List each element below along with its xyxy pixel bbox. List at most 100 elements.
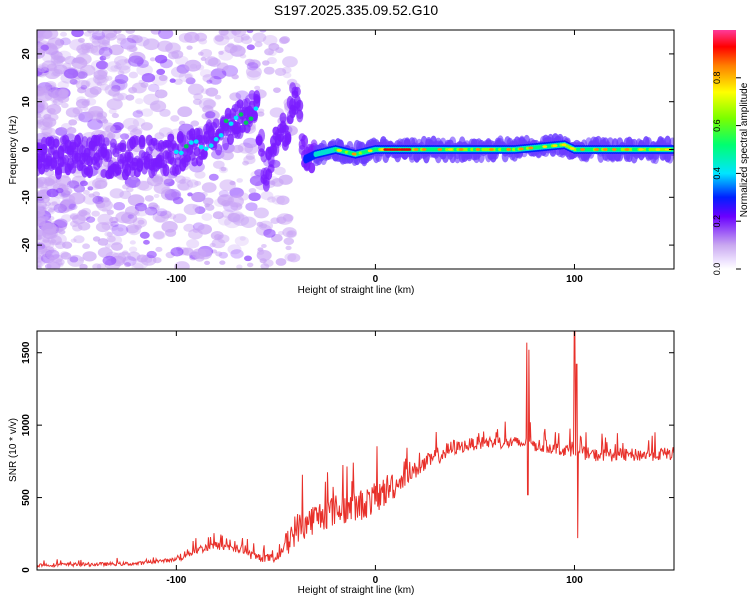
colorbar-gradient bbox=[713, 30, 736, 269]
heatmap-speckle bbox=[246, 70, 261, 81]
heatmap-speckle bbox=[256, 221, 264, 227]
heatmap-speckle bbox=[119, 190, 132, 200]
heatmap-speckle bbox=[136, 109, 143, 114]
heatmap-blob bbox=[178, 150, 184, 156]
heatmap-speckle bbox=[38, 121, 45, 126]
heatmap-band bbox=[267, 164, 275, 174]
heatmap-peak bbox=[413, 148, 419, 151]
heatmap-speckle bbox=[186, 179, 199, 188]
heatmap-speckle bbox=[221, 209, 234, 219]
heatmap-peak bbox=[506, 148, 512, 151]
heatmap-speckle bbox=[69, 78, 78, 85]
heatmap-blob bbox=[233, 115, 239, 120]
heatmap-speckle bbox=[187, 83, 205, 96]
heatmap-speckle bbox=[111, 112, 119, 119]
heatmap-speckle bbox=[37, 247, 45, 256]
heatmap-speckle bbox=[99, 83, 110, 91]
heatmap-speckle bbox=[246, 30, 254, 34]
heatmap-speckle bbox=[60, 252, 72, 260]
heatmap-peak bbox=[447, 148, 453, 151]
heatmap-speckle bbox=[186, 45, 193, 50]
heatmap-speckle bbox=[215, 251, 223, 257]
heatmap-speckle bbox=[128, 246, 138, 253]
heatmap-speckle bbox=[37, 120, 43, 125]
heatmap-peak bbox=[489, 148, 494, 151]
heatmap-peak bbox=[337, 149, 342, 152]
heatmap-speckle bbox=[273, 87, 281, 93]
heatmap-speckle bbox=[132, 110, 144, 118]
heatmap-speckle bbox=[213, 33, 230, 46]
heatmap-speckle bbox=[229, 92, 242, 101]
heatmap-peak bbox=[655, 148, 661, 151]
heatmap-speckle bbox=[214, 35, 224, 42]
heatmap-core-green bbox=[433, 147, 438, 152]
heatmap-speckle bbox=[185, 77, 196, 85]
heatmap-band bbox=[119, 139, 127, 151]
heatmap-speckle bbox=[128, 45, 138, 53]
heatmap-speckle bbox=[154, 54, 168, 64]
heatmap-speckle bbox=[187, 192, 193, 197]
heatmap-speckle bbox=[111, 242, 123, 251]
heatmap-core-green bbox=[453, 147, 458, 152]
heatmap-speckle bbox=[105, 32, 117, 41]
heatmap-band bbox=[54, 166, 62, 180]
heatmap-band bbox=[200, 149, 208, 160]
heatmap-speckle bbox=[194, 180, 202, 186]
heatmap-speckle bbox=[110, 65, 119, 72]
heatmap-blob bbox=[183, 144, 189, 149]
heatmap-band bbox=[226, 133, 234, 145]
heatmap-speckle bbox=[143, 93, 160, 106]
heatmap-speckle bbox=[170, 115, 180, 122]
heatmap-speckle bbox=[263, 66, 275, 75]
heatmap-speckle bbox=[97, 247, 113, 258]
heatmap-core-green bbox=[620, 147, 625, 152]
heatmap-speckle bbox=[79, 180, 88, 187]
heatmap-core-green bbox=[417, 147, 422, 152]
heatmap-speckle bbox=[45, 249, 60, 261]
heatmap-core-green bbox=[659, 147, 664, 152]
heatmap-speckle bbox=[127, 214, 135, 219]
heatmap-speckle bbox=[43, 246, 55, 255]
spectrogram-y-ticks: -20 -10 0 10 20 bbox=[21, 48, 674, 252]
heatmap-band bbox=[301, 134, 309, 148]
heatmap-speckle bbox=[111, 224, 129, 237]
heatmap-speckle bbox=[104, 125, 116, 133]
heatmap-speckle bbox=[37, 265, 42, 269]
heatmap-speckle bbox=[209, 75, 222, 85]
heatmap-speckle bbox=[177, 106, 193, 118]
heatmap-band bbox=[138, 134, 146, 148]
heatmap-speckle bbox=[140, 122, 153, 131]
heatmap-core-green bbox=[642, 147, 647, 152]
heatmap-speckle bbox=[285, 245, 292, 251]
heatmap-speckle bbox=[214, 198, 227, 207]
heatmap-speckle bbox=[274, 166, 286, 176]
heatmap-speckle bbox=[237, 192, 249, 201]
colorbar-tick-label: 0.0 bbox=[712, 263, 722, 276]
heatmap-speckle bbox=[146, 250, 157, 259]
heatmap-speckle bbox=[48, 48, 60, 57]
heatmap-speckle bbox=[68, 119, 78, 126]
heatmap-speckle bbox=[51, 71, 58, 77]
heatmap-speckle bbox=[89, 32, 105, 44]
heatmap-speckle bbox=[37, 30, 44, 38]
heatmap-speckle bbox=[92, 263, 102, 269]
heatmap-speckle bbox=[211, 238, 226, 249]
heatmap-core-green bbox=[587, 147, 592, 152]
heatmap-core-green bbox=[645, 147, 650, 152]
heatmap-core-green bbox=[503, 147, 508, 152]
heatmap-speckle bbox=[121, 250, 129, 256]
heatmap-speckle bbox=[97, 238, 109, 246]
heatmap-peak bbox=[602, 148, 608, 151]
heatmap-speckle bbox=[191, 192, 204, 202]
heatmap-speckle bbox=[37, 87, 48, 96]
heatmap-speckle bbox=[190, 120, 200, 127]
heatmap-band bbox=[293, 86, 301, 97]
heatmap-speckle bbox=[73, 235, 85, 244]
heatmap-speckle bbox=[98, 46, 113, 57]
heatmap-speckle bbox=[267, 196, 277, 203]
heatmap-speckle bbox=[37, 112, 42, 119]
heatmap-core-green bbox=[467, 147, 472, 152]
colorbar: 0.0 0.2 0.4 0.6 0.8 Normalized spectral ampl… bbox=[712, 30, 750, 275]
heatmap-speckle bbox=[201, 182, 217, 193]
heatmap-speckle bbox=[206, 79, 213, 84]
